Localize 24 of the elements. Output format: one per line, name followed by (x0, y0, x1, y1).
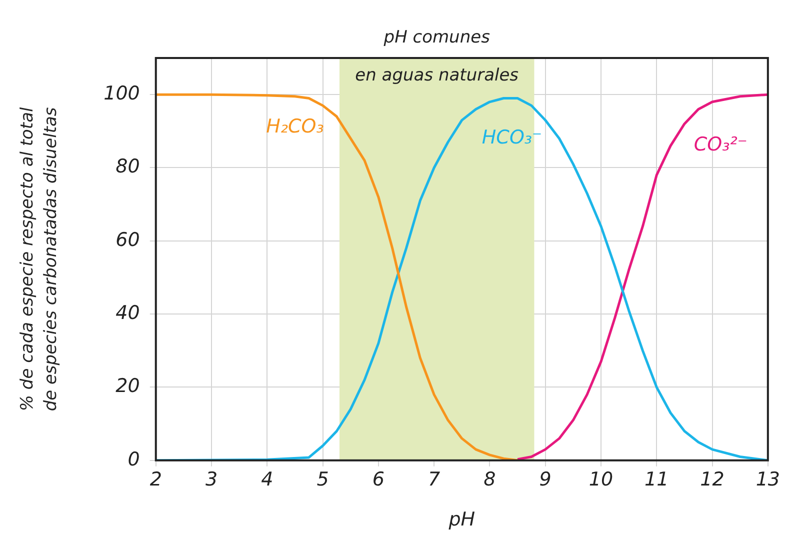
y-tick-label: 20 (116, 375, 140, 398)
x-tick-label: 5 (316, 468, 329, 491)
band-label: pH comunes en aguas naturales (355, 27, 519, 86)
x-tick-label: 2 (150, 468, 162, 491)
x-tick-label: 10 (588, 468, 614, 491)
x-tick-label: 13 (756, 468, 780, 491)
x-tick-label: 4 (261, 468, 274, 491)
x-tick-label: 12 (700, 468, 724, 491)
x-tick-label: 8 (484, 468, 496, 491)
series-label: H₂CO₃ (266, 115, 324, 138)
y-tick-label: 100 (104, 82, 140, 105)
x-tick-label: 3 (205, 468, 218, 491)
x-tick-label: 9 (539, 468, 552, 491)
x-tick-label: 6 (372, 468, 384, 491)
y-tick-label: 0 (128, 448, 140, 470)
series-label: CO₃²⁻ (694, 134, 748, 156)
y-tick-label: 40 (116, 302, 140, 324)
series-label: HCO₃⁻ (482, 126, 542, 148)
x-tick-label: 11 (644, 468, 669, 491)
x-axis-title: pH (448, 508, 476, 531)
y-tick-label: 60 (116, 228, 140, 251)
x-tick-label: 7 (428, 468, 440, 491)
y-axis-title: % de cada especie respecto al total de especies carbonatadas disueltas (17, 106, 62, 412)
y-tick-label: 80 (116, 156, 140, 178)
